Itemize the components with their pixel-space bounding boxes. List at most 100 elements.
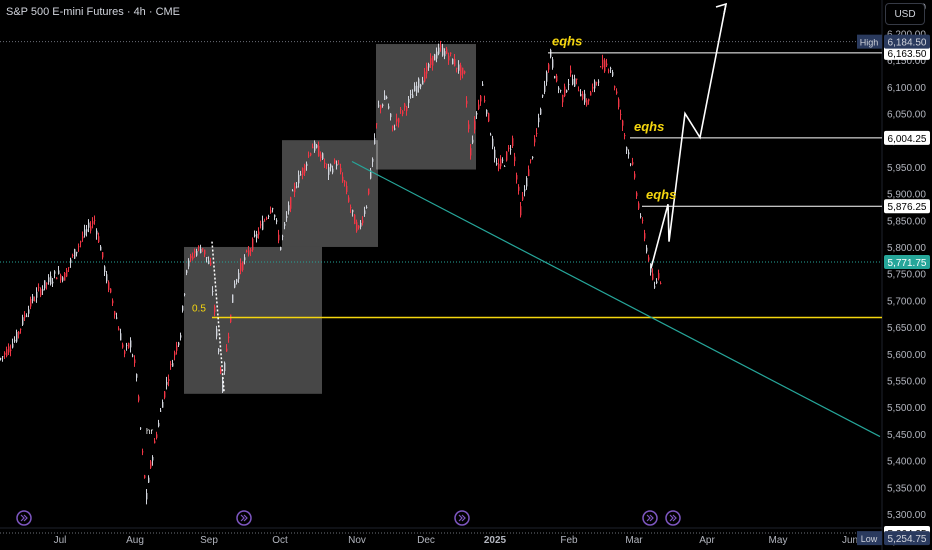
candle-body <box>536 133 538 134</box>
candle-body <box>304 164 306 173</box>
event-icon-chevron <box>646 514 654 522</box>
candle-body <box>316 145 318 148</box>
candle-body <box>528 169 530 177</box>
candle-body <box>496 162 498 165</box>
candle-body <box>468 124 470 130</box>
candle-body <box>26 315 28 317</box>
candle-body <box>596 82 598 84</box>
y-tick-label: 6,100.00 <box>887 83 926 94</box>
candle-body <box>314 142 316 151</box>
candle-body <box>66 270 68 277</box>
high-tag-bg <box>857 34 882 49</box>
candle-body <box>168 379 170 381</box>
candle-body <box>64 272 66 281</box>
candle-body <box>98 236 100 243</box>
candle-body <box>132 355 134 357</box>
event-icon[interactable] <box>16 510 32 526</box>
candle-body <box>36 291 38 298</box>
x-tick-label: Nov <box>348 535 366 546</box>
candle-body <box>198 246 200 248</box>
event-icon[interactable] <box>236 510 252 526</box>
candle-body <box>460 65 462 76</box>
candle-body <box>220 369 222 373</box>
event-icon-chevron <box>458 514 466 522</box>
candle-body <box>160 410 162 412</box>
candle-body <box>60 275 62 281</box>
candle-body <box>652 273 654 280</box>
low-tag: Low <box>861 534 878 544</box>
candle-body <box>30 299 32 307</box>
event-icon-chevron <box>669 514 677 522</box>
candle-body <box>200 248 202 253</box>
candle-body <box>364 210 366 214</box>
currency-button[interactable]: USD <box>885 3 925 25</box>
candle-body <box>184 293 186 295</box>
candle-body <box>598 81 600 83</box>
candle-body <box>400 109 402 110</box>
candle-body <box>14 339 16 342</box>
candle-body <box>660 283 662 284</box>
candle-body <box>592 86 594 89</box>
candle-body <box>140 427 142 429</box>
candle-body <box>582 93 584 99</box>
event-icon[interactable] <box>454 510 470 526</box>
candle-body <box>50 276 52 285</box>
event-icon[interactable] <box>665 510 681 526</box>
candle-body <box>412 94 414 98</box>
candle-body <box>618 99 620 108</box>
candle-body <box>228 336 230 339</box>
candle-body <box>624 134 626 137</box>
candle-body <box>136 374 138 378</box>
candle-body <box>336 163 338 166</box>
candle-body <box>288 205 290 211</box>
candle-body <box>382 104 384 107</box>
candle-body <box>474 121 476 130</box>
candle-body <box>128 343 130 348</box>
candle-body <box>368 188 370 195</box>
candle-body <box>86 229 88 232</box>
candle-body <box>206 257 208 259</box>
candle-body <box>416 85 418 93</box>
candle-body <box>544 85 546 92</box>
candle-body <box>450 52 452 54</box>
candle-body <box>548 64 550 70</box>
candle-body <box>656 281 658 284</box>
candle-body <box>280 247 282 250</box>
candle-body <box>614 86 616 88</box>
candle-body <box>242 261 244 271</box>
candle-body <box>156 434 158 438</box>
candle-body <box>112 300 114 304</box>
level-badge: 5,876.25 <box>888 202 927 213</box>
candle-body <box>138 396 140 401</box>
candle-body <box>78 246 80 248</box>
candle-body <box>320 154 322 159</box>
candle-body <box>268 216 270 217</box>
candle-body <box>308 155 310 157</box>
candle-body <box>640 216 642 217</box>
candle-body <box>154 440 156 444</box>
y-tick-label: 6,150.00 <box>887 56 926 67</box>
candle-body <box>340 168 342 173</box>
candle-body <box>638 203 640 209</box>
candle-body <box>388 106 390 109</box>
candle-body <box>578 90 580 92</box>
fib-label: 0.5 <box>192 303 206 314</box>
candle-body <box>518 186 520 191</box>
y-tick-label: 5,350.00 <box>887 483 926 494</box>
event-icon[interactable] <box>642 510 658 526</box>
range-box <box>282 140 378 247</box>
candle-body <box>370 170 372 179</box>
candle-body <box>28 309 30 314</box>
candle-body <box>20 328 22 330</box>
candle-body <box>264 220 266 222</box>
candle-body <box>556 75 558 82</box>
candle-body <box>576 78 578 80</box>
candle-body <box>108 282 110 290</box>
y-tick-label: 5,500.00 <box>887 403 926 414</box>
candle-body <box>586 100 588 106</box>
candle-body <box>410 94 412 96</box>
candle-body <box>116 317 118 319</box>
candle-body <box>166 382 168 385</box>
